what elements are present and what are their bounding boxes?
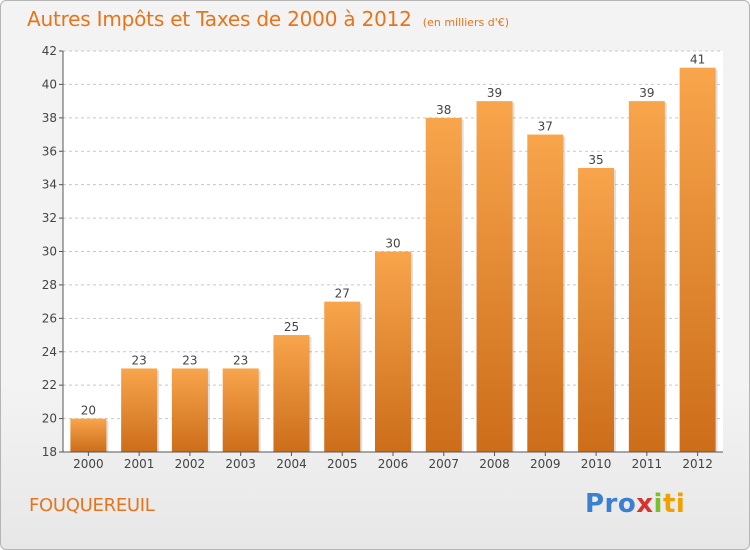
bar: [70, 418, 107, 452]
bar-value-label: 27: [335, 287, 350, 301]
chart-subtitle: (en milliers d'€): [422, 16, 510, 29]
x-tick-label: 2000: [73, 457, 104, 471]
commune-name: FOUQUEREUIL: [29, 495, 155, 516]
x-tick-label: 2005: [327, 457, 358, 471]
x-tick-label: 2009: [530, 457, 561, 471]
x-tick-label: 2001: [124, 457, 155, 471]
bar: [171, 368, 208, 452]
proxiti-logo: Proxiti: [585, 489, 685, 519]
chart-title: Autres Impôts et Taxes de 2000 à 2012: [27, 7, 412, 31]
logo-part-4: ti: [662, 489, 686, 519]
bar-value-label: 35: [588, 153, 603, 167]
bar-value-label: 38: [436, 103, 451, 117]
bar-value-label: 23: [182, 353, 197, 367]
x-tick-label: 2010: [581, 457, 612, 471]
x-tick-label: 2012: [682, 457, 713, 471]
y-tick-label: 30: [42, 245, 57, 259]
y-tick-label: 42: [42, 44, 57, 58]
y-tick-label: 38: [42, 111, 57, 125]
bar: [578, 167, 615, 453]
y-tick-label: 40: [42, 77, 57, 91]
x-tick-label: 2006: [378, 457, 409, 471]
logo-part-3: i: [653, 489, 663, 519]
bar-value-label: 25: [284, 320, 299, 334]
bar-value-label: 30: [385, 237, 400, 251]
x-tick-label: 2002: [175, 457, 206, 471]
bar: [222, 368, 259, 452]
x-tick-label: 2007: [428, 457, 459, 471]
y-tick-label: 20: [42, 412, 57, 426]
y-tick-label: 34: [42, 178, 57, 192]
bar-value-label: 39: [639, 86, 654, 100]
logo-part-2: x: [636, 489, 654, 519]
bar: [121, 368, 158, 452]
bar: [476, 101, 513, 452]
title-row: Autres Impôts et Taxes de 2000 à 2012 (e…: [27, 7, 509, 31]
y-tick-label: 36: [42, 144, 57, 158]
bar: [273, 335, 310, 452]
bar: [425, 117, 462, 452]
bar: [375, 251, 411, 452]
bar-value-label: 23: [233, 353, 248, 367]
x-tick-label: 2004: [276, 457, 307, 471]
y-tick-label: 18: [42, 445, 57, 459]
y-tick-label: 28: [42, 278, 57, 292]
bar-value-label: 37: [538, 120, 553, 134]
y-tick-label: 26: [42, 311, 57, 325]
logo-part-1: Pro: [585, 489, 637, 519]
x-tick-label: 2008: [479, 457, 510, 471]
y-tick-label: 24: [42, 345, 57, 359]
bar: [628, 101, 665, 452]
bar-value-label: 23: [132, 353, 147, 367]
y-tick-label: 32: [42, 211, 57, 225]
bar: [324, 301, 361, 452]
x-tick-label: 2003: [225, 457, 256, 471]
x-tick-label: 2011: [632, 457, 663, 471]
y-tick-label: 22: [42, 378, 57, 392]
bar: [679, 67, 716, 452]
bar-chart: 18 20 22 24 26 28 30 32 34 36 38 40 42 20 2000 23 2001 23…: [42, 44, 723, 471]
bar-value-label: 20: [81, 404, 96, 418]
bar: [527, 134, 564, 452]
bar-value-label: 41: [690, 53, 705, 67]
bar-value-label: 39: [487, 86, 502, 100]
